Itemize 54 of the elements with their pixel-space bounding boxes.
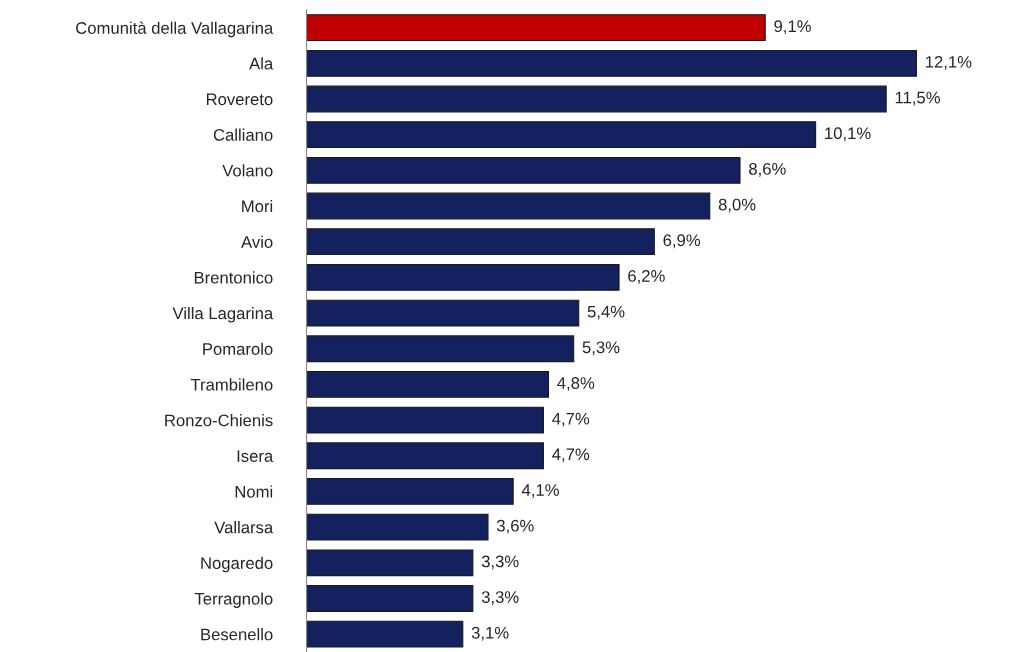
data-label: 12,1% xyxy=(926,55,972,70)
bar xyxy=(306,585,474,612)
bar xyxy=(306,156,741,184)
bar xyxy=(306,549,474,577)
bar xyxy=(306,121,817,149)
data-label: 8,0% xyxy=(718,198,756,213)
bar xyxy=(306,85,887,113)
data-label: 11,5% xyxy=(895,91,940,106)
bar xyxy=(306,513,489,541)
bar xyxy=(306,49,917,77)
data-label: 3,1% xyxy=(471,626,509,641)
y-tick-label: Ala xyxy=(249,57,274,70)
data-label: 10,1% xyxy=(825,127,871,142)
y-tick-label: Brentonico xyxy=(194,271,273,284)
data-label: 6,9% xyxy=(663,234,701,249)
data-label: 4,1% xyxy=(521,484,559,498)
bar xyxy=(306,228,655,256)
y-tick-label: Terragnolo xyxy=(194,592,273,608)
y-tick-label: Comunità della Vallagarina xyxy=(76,21,274,38)
y-tick-label: Trambileno xyxy=(190,378,273,391)
y-tick-label: Mori xyxy=(242,199,273,213)
data-label: 4,8% xyxy=(557,377,595,391)
bar xyxy=(306,335,575,363)
y-tick-label: Vallarsa xyxy=(214,521,274,534)
data-label: 3,3% xyxy=(481,591,519,605)
data-label: 5,4% xyxy=(587,305,625,320)
data-label: 4,7% xyxy=(552,448,590,463)
data-label: 3,3% xyxy=(481,555,519,570)
bar xyxy=(306,14,766,42)
bar xyxy=(306,478,514,505)
bar xyxy=(306,263,620,291)
data-label: 6,2% xyxy=(628,270,665,284)
y-tick-label: Rovereto xyxy=(206,93,273,106)
bar xyxy=(306,442,544,470)
y-tick-label: Villa Lagarina xyxy=(172,307,274,323)
y-tick-label: Avio xyxy=(241,235,273,248)
y-tick-label: Pomarolo xyxy=(203,342,273,355)
bar xyxy=(306,299,580,327)
bar xyxy=(306,406,544,434)
data-label: 9,1% xyxy=(774,20,811,35)
data-label: 4,7% xyxy=(552,412,590,427)
data-label: 8,6% xyxy=(749,163,786,177)
bar xyxy=(306,192,711,220)
bar xyxy=(306,371,550,398)
y-tick-label: Volano xyxy=(222,164,273,177)
y-tick-label: Calliano xyxy=(213,128,273,141)
y-tick-label: Isera xyxy=(237,450,274,462)
y-tick-label: Besenello xyxy=(201,628,273,641)
y-tick-label: Nogaredo xyxy=(201,556,273,573)
y-tick-label: Ronzo-Chienis xyxy=(165,414,273,427)
data-label: 3,6% xyxy=(496,519,534,534)
data-label: 5,3% xyxy=(582,341,620,356)
y-tick-label: Nomi xyxy=(235,485,273,498)
bar xyxy=(306,620,464,648)
